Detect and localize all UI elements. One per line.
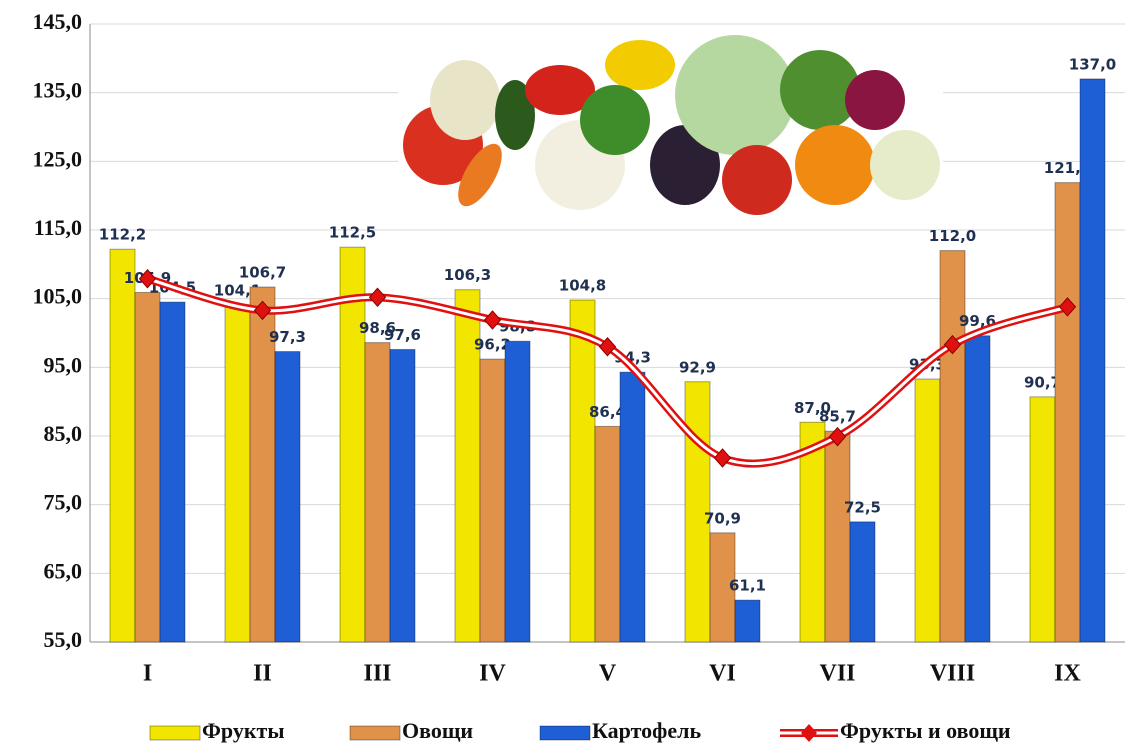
bar [390,349,415,642]
bar [850,522,875,642]
y-tick-label: 125,0 [33,146,83,171]
bar [1055,183,1080,642]
value-label: 112,0 [929,227,976,245]
x-tick-label: IV [479,661,506,687]
y-tick-label: 115,0 [34,215,82,240]
legend-swatch [150,726,200,740]
value-label: 72,5 [844,498,881,516]
bar [965,336,990,642]
legend-swatch [540,726,590,740]
y-tick-label: 65,0 [44,558,83,583]
x-tick-label: IX [1054,661,1081,687]
bar [160,302,185,642]
bar [940,251,965,642]
value-label: 106,3 [444,266,491,284]
value-label: 92,9 [679,358,716,376]
chart: Фрукты Овощи Картофель Фрукты и овощи 55,0 6… [0,0,1131,746]
legend-label: Картофель [592,718,701,743]
x-tick-label: VII [819,661,855,687]
x-tick-label: V [599,661,617,687]
bar [915,379,940,642]
x-tick-label: VIII [930,661,975,687]
y-tick-label: 55,0 [44,627,83,652]
legend-label: Фрукты и овощи [840,718,1011,743]
value-label: 106,7 [239,263,286,281]
y-tick-label: 75,0 [44,490,83,515]
legend-label: Овощи [402,718,473,743]
bar [595,426,620,642]
x-tick-label: II [253,661,272,687]
value-label: 112,5 [329,224,376,242]
legend-marker [801,724,817,742]
bar [735,600,760,642]
bar [135,292,160,642]
bar [275,352,300,642]
y-tick-label: 145,0 [33,9,83,34]
value-label: 70,9 [704,509,741,527]
vegetables-picture [398,35,943,220]
line-marker [370,288,386,306]
bar [1030,397,1055,642]
y-tick-label: 135,0 [33,78,83,103]
bar [620,372,645,642]
bar [365,343,390,642]
y-tick-label: 85,0 [44,421,83,446]
y-tick-label: 95,0 [44,352,83,377]
bar [505,341,530,642]
bar [1080,79,1105,642]
value-label: 97,6 [384,326,421,344]
x-tick-label: III [363,661,391,687]
bar [570,300,595,642]
x-tick-label: I [143,661,152,687]
value-label: 137,0 [1069,55,1116,73]
bar [825,431,850,642]
bar [225,305,250,642]
y-tick-label: 105,0 [33,284,83,309]
x-tick-label: VI [709,661,736,687]
bar [340,247,365,642]
legend-swatch [350,726,400,740]
value-label: 61,1 [729,577,766,595]
value-label: 97,3 [269,328,306,346]
value-label: 104,8 [559,277,606,295]
bar [110,249,135,642]
value-label: 112,2 [99,226,146,244]
bar [480,359,505,642]
legend: Фрукты Овощи Картофель Фрукты и овощи [150,718,1011,743]
value-label: 85,7 [819,408,856,426]
legend-label: Фрукты [202,718,285,743]
